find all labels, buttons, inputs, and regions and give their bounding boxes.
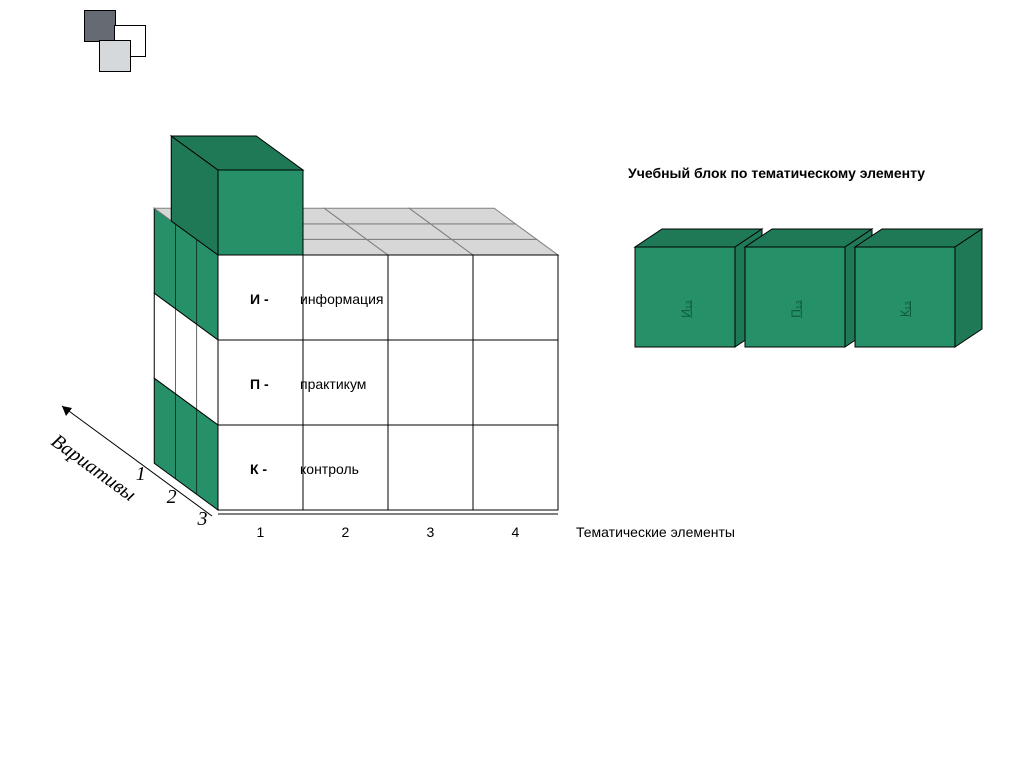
small-cube-label: П₁₃ (789, 300, 803, 318)
right-cubes-svg (0, 0, 1024, 767)
small-cube-label: К₁₃ (898, 301, 912, 317)
small-cube-label: И₁₃ (679, 300, 693, 318)
